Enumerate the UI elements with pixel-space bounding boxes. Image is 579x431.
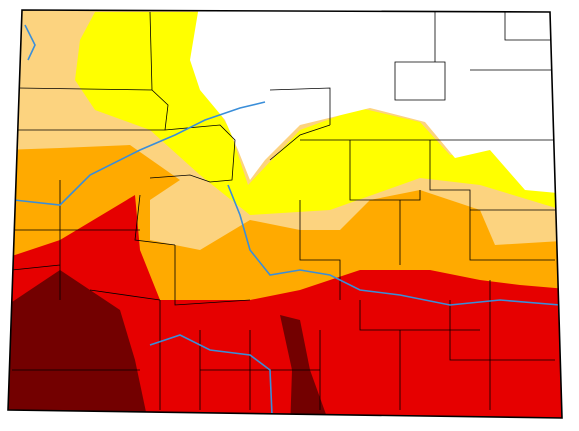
- severe-drought-area: [8, 195, 562, 418]
- rivers: [13, 24, 561, 416]
- extreme-drought-area: [280, 315, 332, 418]
- no-drought-area: [190, 10, 562, 195]
- state-border: [7, 9, 563, 419]
- abnormally-dry-area: [75, 12, 562, 215]
- county-lines: [11, 11, 555, 410]
- extreme-drought-area: [8, 270, 150, 418]
